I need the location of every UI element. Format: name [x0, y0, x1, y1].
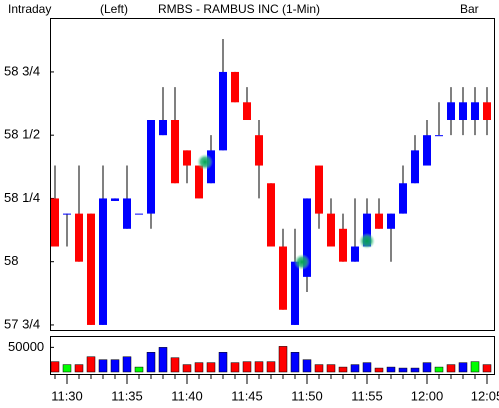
volume-bar: [458, 362, 468, 373]
candle-body: [231, 71, 239, 103]
marker: [294, 254, 310, 270]
candle-body: [63, 213, 71, 215]
volume-bar: [254, 361, 264, 373]
candle-body: [459, 102, 467, 121]
candle-body: [279, 246, 287, 310]
marker: [359, 233, 375, 249]
x-tick-label: 11:40: [171, 388, 203, 403]
volume-bar: [74, 364, 84, 373]
volume-bar: [98, 359, 108, 373]
y-tick-label: 57 3/4: [4, 316, 40, 331]
volume-frame: [50, 336, 495, 375]
candle-body: [147, 120, 155, 214]
candle-body: [423, 135, 431, 166]
volume-bar: [422, 362, 432, 373]
candle-body: [315, 165, 323, 214]
candle-body: [171, 120, 179, 184]
candle-body: [471, 102, 479, 121]
volume-bar: [302, 359, 312, 373]
volume-bar: [290, 352, 300, 373]
volume-bar: [326, 364, 336, 373]
volume-bar: [170, 357, 180, 373]
candle-body: [363, 213, 371, 247]
candle-body: [159, 120, 167, 136]
volume-bar: [362, 362, 372, 373]
candle-body: [255, 135, 263, 166]
x-tick-label: 12:05: [471, 388, 499, 403]
volume-bar: [158, 347, 168, 373]
y-tick-label: 58 1/2: [4, 127, 40, 142]
header-axis: (Left): [100, 2, 128, 16]
candle-body: [183, 150, 191, 166]
volume-bar: [410, 367, 420, 373]
volume-bar: [134, 366, 144, 373]
volume-bar: [146, 352, 156, 373]
volume-bar: [242, 361, 252, 373]
candle-body: [51, 198, 59, 247]
candle-body: [87, 213, 95, 325]
candle-body: [99, 198, 107, 325]
y-tick-label: 58: [4, 253, 18, 268]
volume-bar: [446, 364, 456, 373]
volume-bar: [122, 356, 132, 373]
volume-bar: [314, 364, 324, 373]
x-tick-label: 11:55: [351, 388, 383, 403]
volume-bar: [398, 367, 408, 373]
volume-bar: [86, 356, 96, 373]
volume-bar: [50, 361, 60, 373]
candle-body: [243, 102, 251, 121]
candle-body: [339, 228, 347, 262]
volume-bar: [218, 352, 228, 373]
volume-bar: [374, 367, 384, 373]
candle-body: [447, 102, 455, 121]
x-tick-label: 11:45: [231, 388, 263, 403]
volume-bar: [206, 362, 216, 373]
candle-body: [195, 165, 203, 199]
price-frame: [50, 18, 495, 331]
volume-bar: [278, 346, 288, 373]
candle-body: [399, 183, 407, 214]
candle-body: [375, 213, 383, 229]
volume-bar: [182, 364, 192, 373]
x-tick-label: 12:00: [411, 388, 444, 403]
volume-bar: [62, 364, 72, 373]
plot: 57 3/4 58 58 1/4 58 1/2 58 3/4 11:30 11:35 11:4…: [4, 39, 499, 403]
header-right: Bar: [460, 2, 479, 16]
candle-body: [435, 135, 443, 137]
y-tick-label: 58 1/4: [4, 190, 40, 205]
chart-title: RMBS - RAMBUS INC (1-Min): [158, 2, 320, 16]
x-tick-label: 11:50: [291, 388, 323, 403]
candle-body: [219, 71, 227, 151]
volume-bar: [482, 364, 492, 373]
candle-body: [75, 213, 83, 262]
candle-body: [303, 198, 311, 277]
candle-body: [411, 150, 419, 184]
candle-body: [327, 213, 335, 247]
header-left: Intraday: [8, 2, 51, 16]
x-tick-label: 11:30: [51, 388, 83, 403]
candle-body: [483, 102, 491, 121]
volume-bar: [350, 364, 360, 373]
volume-bar: [230, 362, 240, 373]
volume-bar: [338, 366, 348, 373]
volume-bar: [470, 361, 480, 373]
candle-body: [111, 198, 119, 201]
volume-bar: [194, 362, 204, 373]
volume-bar: [110, 359, 120, 373]
y-tick-label: 58 3/4: [4, 63, 40, 78]
candle-body: [291, 261, 299, 325]
volume-bar: [266, 361, 276, 373]
candle-body: [267, 183, 275, 247]
y-tick-label: 50000: [8, 339, 44, 354]
x-tick-label: 11:35: [111, 388, 143, 403]
volume-bar: [434, 366, 444, 373]
candle-body: [387, 213, 395, 229]
marker: [197, 154, 213, 170]
volume-bar: [386, 366, 396, 373]
candle-body: [351, 246, 359, 262]
candle-body: [123, 198, 131, 229]
candle-body: [135, 213, 143, 215]
